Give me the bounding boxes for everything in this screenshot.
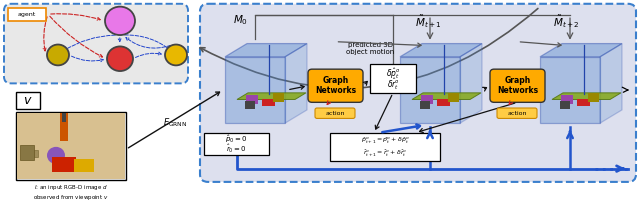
Bar — [8, 8, 46, 21]
Bar — [560, 101, 570, 109]
Bar — [245, 101, 255, 109]
Text: $E_{\rm GRNN}$: $E_{\rm GRNN}$ — [163, 117, 187, 129]
Text: $v$: $v$ — [23, 94, 33, 107]
Bar — [588, 93, 598, 102]
FancyArrowPatch shape — [50, 16, 102, 57]
FancyArrowPatch shape — [118, 38, 121, 42]
Circle shape — [105, 7, 135, 35]
FancyArrowPatch shape — [327, 101, 330, 104]
Polygon shape — [285, 44, 307, 123]
Text: action: action — [325, 111, 345, 116]
Text: $\hat{r}_{t+1}^o = \hat{r}_t^o + \delta\hat{r}_t^o$: $\hat{r}_{t+1}^o = \hat{r}_t^o + \delta\… — [363, 147, 407, 159]
Polygon shape — [460, 44, 482, 123]
Bar — [74, 159, 94, 172]
Polygon shape — [600, 44, 622, 123]
Bar — [561, 95, 573, 104]
Bar — [52, 157, 76, 172]
Circle shape — [47, 147, 65, 164]
Bar — [204, 133, 269, 155]
FancyArrowPatch shape — [126, 38, 170, 48]
Text: predicted 3D
object motion: predicted 3D object motion — [346, 42, 394, 55]
Bar — [62, 113, 66, 122]
Bar — [420, 101, 430, 109]
FancyArrowPatch shape — [72, 56, 103, 62]
Bar — [577, 99, 589, 106]
FancyBboxPatch shape — [200, 4, 636, 182]
Text: $I$: an input RGB-D image $d$
observed from viewpoint $v$: $I$: an input RGB-D image $d$ observed f… — [33, 183, 109, 202]
FancyBboxPatch shape — [490, 69, 545, 102]
FancyArrowPatch shape — [125, 35, 171, 51]
Bar — [34, 150, 38, 157]
Text: $\hat{r}_0 = 0$: $\hat{r}_0 = 0$ — [226, 143, 247, 155]
Bar — [273, 93, 284, 102]
FancyArrowPatch shape — [200, 8, 538, 88]
Text: $\hat{p}_0 = 0$: $\hat{p}_0 = 0$ — [225, 134, 248, 145]
Circle shape — [107, 47, 133, 71]
Polygon shape — [400, 44, 482, 57]
Text: $\hat{p}_{t+1}^o = \hat{p}_t^o + \delta\hat{p}_t^o$: $\hat{p}_{t+1}^o = \hat{p}_t^o + \delta\… — [361, 136, 410, 146]
Text: agent: agent — [18, 12, 36, 17]
Text: $\delta\hat{r}_t^o$: $\delta\hat{r}_t^o$ — [387, 76, 399, 92]
FancyArrowPatch shape — [51, 14, 100, 20]
Bar — [370, 64, 416, 93]
Bar — [330, 133, 440, 161]
FancyArrowPatch shape — [136, 52, 161, 58]
Circle shape — [47, 44, 69, 65]
FancyArrowPatch shape — [63, 35, 115, 51]
Polygon shape — [225, 44, 307, 57]
Text: $\tilde{M}_{t+1}$: $\tilde{M}_{t+1}$ — [415, 13, 442, 30]
Bar — [421, 95, 433, 104]
Text: $\tilde{M}_{t+2}$: $\tilde{M}_{t+2}$ — [553, 13, 580, 30]
Polygon shape — [237, 93, 306, 100]
Text: Graph
Networks: Graph Networks — [315, 76, 356, 95]
Bar — [436, 99, 449, 106]
Bar — [225, 57, 285, 123]
Polygon shape — [540, 44, 622, 57]
FancyBboxPatch shape — [315, 108, 355, 119]
FancyBboxPatch shape — [308, 69, 363, 102]
Bar — [400, 57, 460, 123]
Bar — [16, 112, 126, 180]
Bar — [246, 95, 258, 104]
FancyArrowPatch shape — [44, 17, 47, 51]
FancyArrowPatch shape — [509, 101, 513, 104]
Bar — [16, 92, 40, 109]
FancyBboxPatch shape — [4, 4, 188, 83]
Polygon shape — [552, 93, 621, 100]
Circle shape — [165, 44, 187, 65]
Bar — [60, 113, 68, 141]
Bar — [20, 145, 34, 160]
Text: $\delta\hat{p}_t^o$: $\delta\hat{p}_t^o$ — [386, 66, 400, 81]
Bar — [262, 99, 275, 106]
Bar — [17, 113, 125, 179]
Bar — [447, 93, 458, 102]
Text: Graph
Networks: Graph Networks — [497, 76, 538, 95]
FancyBboxPatch shape — [497, 108, 537, 119]
Text: $M_0$: $M_0$ — [233, 13, 248, 27]
Polygon shape — [412, 93, 481, 100]
Bar — [540, 57, 600, 123]
Text: action: action — [508, 111, 527, 116]
